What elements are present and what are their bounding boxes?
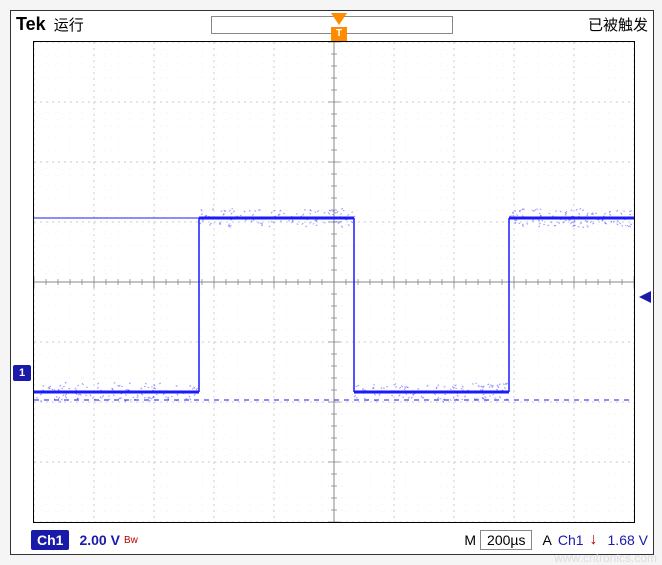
trigger-level-arrow-icon — [639, 291, 651, 303]
waveform-plot — [33, 41, 635, 523]
trigger-source: Ch1 — [558, 532, 584, 548]
trigger-status: 已被触发 — [588, 14, 648, 35]
run-status: 运行 — [54, 14, 84, 35]
oscilloscope-screen: Tek 运行 已被触发 T 1 Ch1 2.00 V Bᴡ M 200µs A … — [10, 10, 654, 555]
footer-readout: Ch1 2.00 V Bᴡ M 200µs A Ch1 ↓ 1.68 V — [31, 528, 648, 552]
channel-label: Ch1 — [31, 530, 69, 550]
trigger-mode: A — [542, 532, 551, 548]
timebase-value: 200µs — [480, 530, 532, 550]
trigger-position-arrow-icon — [331, 13, 347, 25]
waveform-svg — [34, 42, 634, 522]
brand-label: Tek — [16, 14, 46, 35]
timebase-label: M — [464, 532, 476, 548]
volts-per-div: 2.00 V — [79, 532, 119, 548]
trigger-slope-icon: ↓ — [590, 531, 598, 549]
trigger-position-label: T — [331, 27, 347, 41]
channel-ground-marker: 1 — [13, 365, 31, 381]
bandwidth-indicator: Bᴡ — [124, 535, 138, 546]
trigger-level: 1.68 V — [608, 532, 648, 548]
